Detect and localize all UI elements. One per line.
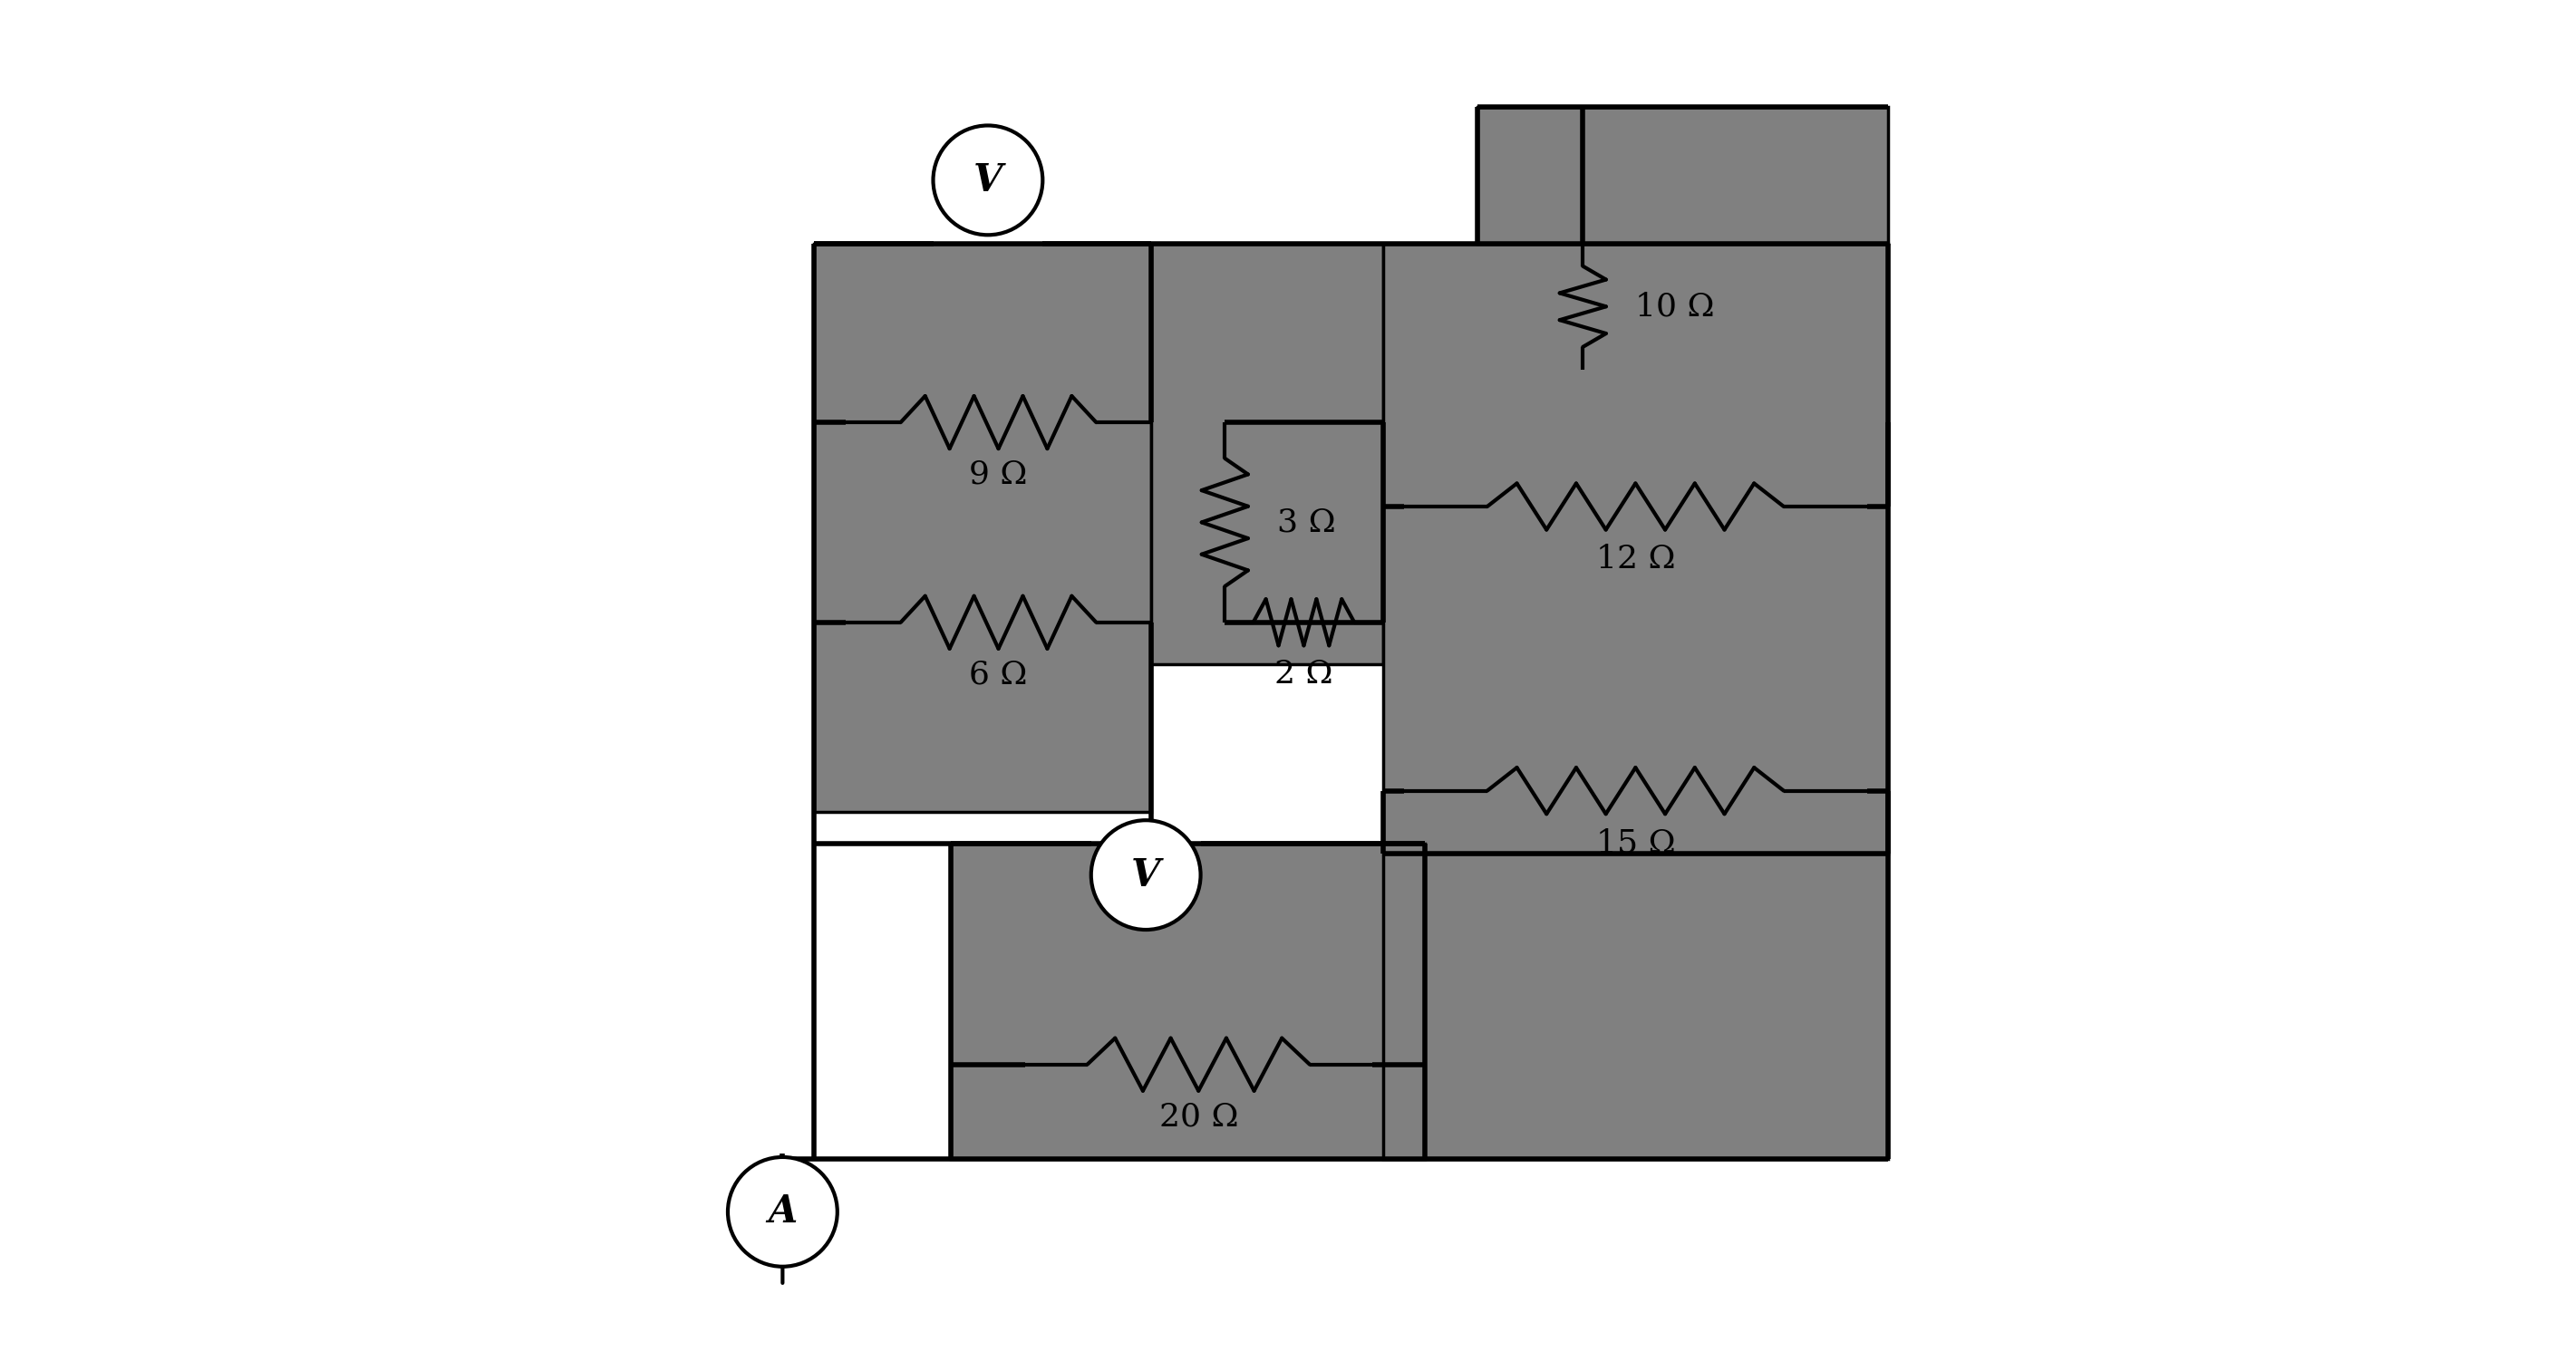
Circle shape (729, 1157, 837, 1267)
Bar (1383, 244, 1888, 854)
Bar (1383, 854, 1888, 1160)
Text: 12 Ω: 12 Ω (1597, 543, 1674, 574)
Bar (1151, 244, 1383, 665)
Text: 6 Ω: 6 Ω (969, 659, 1028, 690)
Text: 15 Ω: 15 Ω (1595, 828, 1674, 858)
Circle shape (1092, 820, 1200, 930)
Circle shape (933, 126, 1043, 234)
Text: 2 Ω: 2 Ω (1275, 659, 1332, 690)
Bar (814, 244, 1151, 812)
Text: 3 Ω: 3 Ω (1278, 507, 1337, 537)
Text: V: V (974, 162, 1002, 199)
Text: 20 Ω: 20 Ω (1159, 1101, 1239, 1132)
Text: V: V (1131, 856, 1159, 894)
Text: A: A (768, 1193, 796, 1231)
Bar (951, 843, 1425, 1160)
Text: 10 Ω: 10 Ω (1636, 291, 1716, 322)
Bar (1479, 107, 1888, 244)
Text: 9 Ω: 9 Ω (969, 459, 1028, 489)
